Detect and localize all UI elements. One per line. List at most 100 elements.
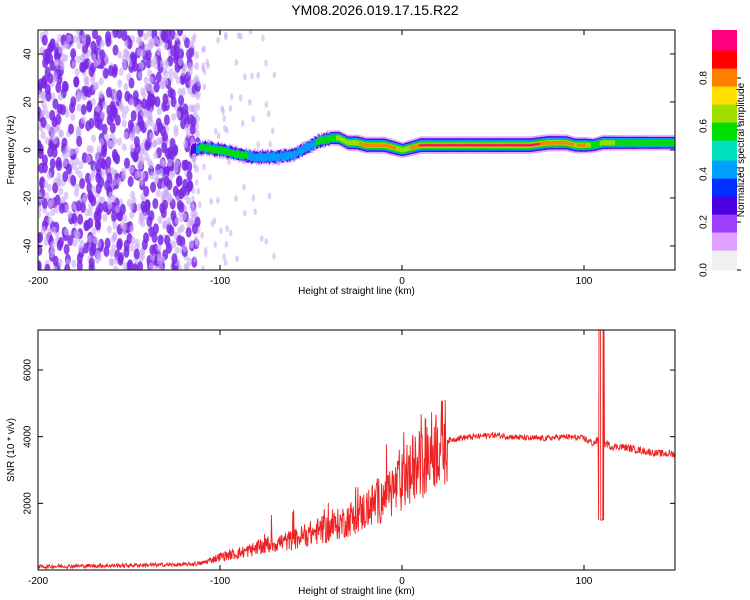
ridge-segment [661, 139, 663, 147]
noise-blob [129, 243, 135, 252]
ridge-segment [286, 151, 288, 160]
ridge-segment [354, 140, 356, 146]
noise-blob [137, 261, 144, 270]
noise-blob [169, 88, 176, 100]
ridge-segment [281, 152, 283, 161]
noise-blob [243, 209, 247, 217]
ridge-segment [655, 139, 658, 147]
noise-blob [139, 155, 145, 164]
noise-blob [173, 124, 179, 133]
noise-blob [52, 265, 58, 270]
noise-blob [152, 123, 158, 132]
ridge-segment [328, 136, 330, 143]
noise-blob [44, 48, 51, 59]
noise-blob [111, 178, 117, 186]
noise-blob [72, 239, 78, 248]
ridge-segment [403, 147, 405, 153]
noise-blob [106, 86, 112, 98]
noise-blob [155, 189, 161, 198]
noise-blob [116, 89, 123, 101]
noise-blob [163, 187, 169, 196]
ridge-segment [624, 139, 626, 147]
noise-blob [83, 85, 90, 97]
noise-blob [109, 111, 116, 123]
noise-blob [91, 53, 97, 62]
noise-blob [140, 171, 146, 180]
noise-blob [192, 154, 197, 161]
noise-blob [128, 98, 134, 107]
noise-blob [182, 244, 188, 253]
noise-blob [132, 126, 138, 135]
noise-blob [129, 165, 135, 174]
noise-blob [248, 98, 252, 106]
ridge-segment [201, 145, 203, 152]
ridge-segment [212, 146, 214, 154]
noise-blob [156, 47, 162, 56]
ridge-segment [645, 139, 647, 147]
noise-blob [195, 178, 199, 186]
noise-blob [139, 61, 145, 70]
noise-blob [93, 210, 100, 222]
noise-blob [69, 147, 75, 156]
noise-blob [108, 140, 114, 149]
noise-blob [121, 30, 128, 42]
noise-blob [228, 229, 233, 237]
noise-blob [90, 40, 97, 52]
ridge-segment [341, 137, 343, 143]
noise-blob [60, 53, 66, 62]
noise-blob [223, 31, 228, 39]
noise-blob [99, 138, 105, 147]
noise-blob [41, 226, 47, 235]
ridge-segment [203, 145, 205, 152]
ridge-segment [208, 144, 210, 151]
noise-blob [270, 127, 275, 135]
noise-blob [212, 217, 217, 225]
ridge-segment [406, 146, 408, 152]
noise-blob [146, 215, 153, 227]
noise-blob [180, 68, 186, 77]
noise-blob [128, 77, 135, 89]
noise-blob [184, 262, 190, 270]
noise-blob [49, 158, 56, 170]
noise-blob [152, 139, 158, 148]
ridge-segment [310, 140, 312, 149]
noise-blob [117, 79, 123, 88]
noise-blob [256, 141, 260, 149]
noise-blob [136, 203, 142, 212]
ridge-segment [206, 143, 208, 151]
ridge-segment [630, 139, 632, 147]
noise-blob [134, 142, 141, 154]
ridge-segment [246, 151, 249, 158]
ridge-segment [243, 152, 245, 159]
noise-blob [100, 170, 106, 179]
noise-blob [172, 144, 179, 156]
noise-blob [190, 200, 195, 208]
noise-blob [43, 180, 49, 188]
noise-blob [76, 41, 82, 50]
noise-blob [143, 110, 149, 119]
ridge-segment [317, 137, 319, 144]
ridge-segment [347, 140, 349, 146]
noise-blob [188, 79, 194, 88]
noise-blob [52, 182, 59, 194]
noise-blob [63, 243, 70, 255]
noise-blob [67, 210, 73, 219]
noise-blob [47, 216, 53, 225]
noise-blob [78, 161, 84, 170]
ridge-segment [227, 149, 230, 156]
noise-blob [201, 265, 205, 270]
noise-blob [121, 55, 127, 63]
noise-blob [176, 110, 182, 119]
noise-blob [67, 234, 74, 246]
noise-blob [256, 71, 261, 79]
noise-blob [201, 65, 205, 73]
ridge-segment [397, 146, 399, 152]
noise-blob [38, 244, 43, 256]
noise-blob [132, 263, 138, 270]
ridge-segment [238, 150, 240, 157]
ridge-segment [193, 143, 195, 154]
noise-blob [112, 151, 119, 163]
ridge-segment [652, 139, 654, 147]
noise-blob [102, 67, 109, 79]
ridge-segment [236, 152, 238, 159]
